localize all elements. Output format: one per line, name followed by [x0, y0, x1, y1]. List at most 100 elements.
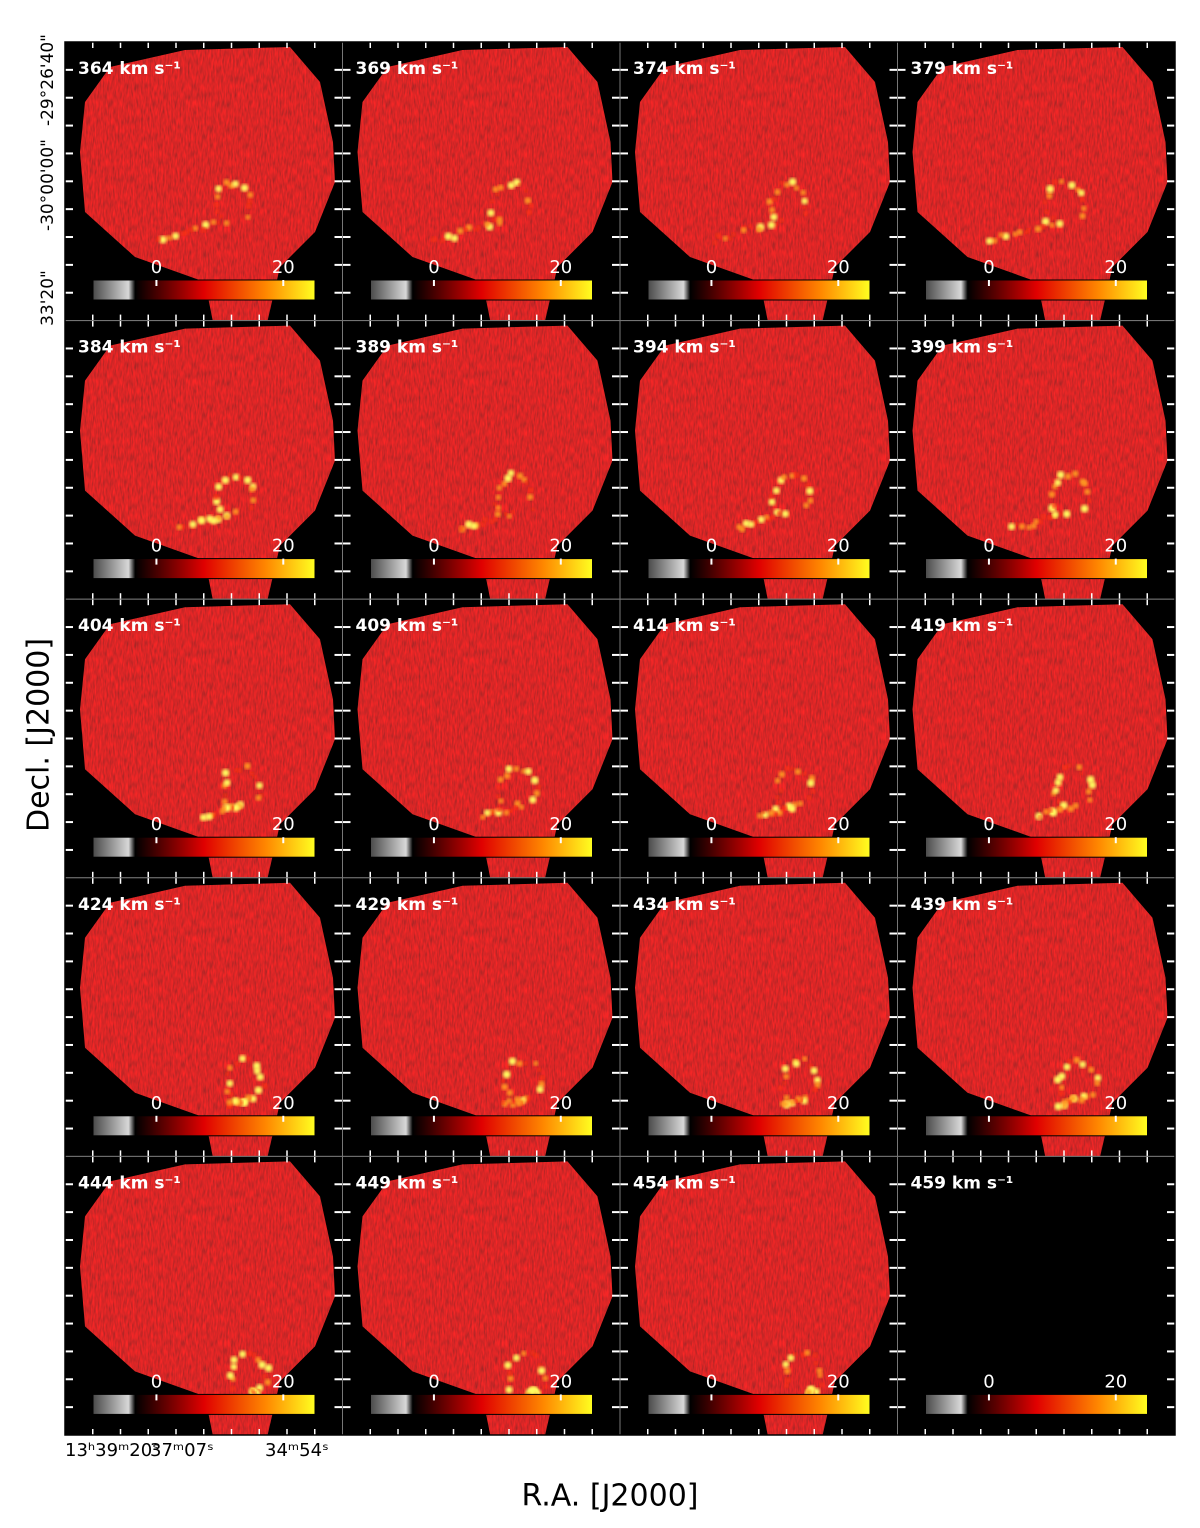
emission-peak [1088, 781, 1097, 789]
emission-map [912, 882, 1168, 1157]
emission-peak [803, 205, 807, 210]
emission-peak [805, 487, 814, 495]
emission-peak [464, 520, 473, 529]
emission-peak [496, 807, 502, 812]
emission-peak [543, 1384, 547, 1389]
emission-peak [255, 794, 262, 801]
emission-peak [537, 1363, 542, 1368]
colorbar-tick-label: 0 [983, 1371, 994, 1392]
channel-label: 414 km s⁻¹ [633, 616, 736, 636]
emission-peak [816, 1367, 823, 1374]
emission-peak [231, 803, 240, 812]
emission-peak [214, 202, 219, 208]
emission-map [357, 47, 613, 321]
emission-peak [503, 772, 511, 780]
emission-peak [1072, 802, 1079, 809]
emission-peak [493, 502, 497, 506]
emission-peak [1049, 222, 1055, 228]
colorbar [925, 279, 1148, 301]
emission-peak [1058, 178, 1065, 185]
emission-peak [256, 782, 263, 789]
emission-peak [505, 1386, 513, 1394]
emission-peak [793, 1352, 797, 1356]
emission-peak [1051, 511, 1059, 518]
colorbar-tick-label: 0 [706, 814, 717, 835]
emission-peak [482, 517, 488, 522]
emission-peak [512, 805, 518, 811]
channel-label: 434 km s⁻¹ [633, 895, 736, 915]
emission-peak [494, 511, 501, 518]
emission-peak [1033, 518, 1039, 525]
emission-peak [228, 472, 232, 477]
emission-map [635, 604, 890, 878]
colorbar-tick-label: 20 [272, 536, 295, 557]
emission-peak [249, 486, 256, 493]
colorbar [370, 279, 593, 301]
emission-peak [507, 1064, 511, 1068]
channel-label: 394 km s⁻¹ [633, 338, 736, 358]
channel-label: 374 km s⁻¹ [633, 59, 736, 79]
channel-panel: 0 20 379 km s⁻¹ [897, 41, 1176, 322]
channel-label: 419 km s⁻¹ [911, 616, 1014, 636]
emission-peak [722, 235, 728, 242]
emission-peak [784, 1383, 789, 1388]
emission-peak [1084, 488, 1091, 495]
emission-peak [803, 211, 808, 216]
emission-map [357, 325, 613, 600]
emission-peak [476, 225, 481, 230]
emission-peak [769, 494, 774, 499]
channel-panel: 0 20 389 km s⁻¹ [342, 320, 621, 600]
emission-peak [1040, 224, 1046, 230]
channel-label: 379 km s⁻¹ [911, 59, 1014, 79]
emission-peak [518, 804, 525, 810]
emission-peak [180, 231, 185, 236]
channel-panel: 0 20 439 km s⁻¹ [897, 877, 1176, 1157]
emission-peak [1034, 225, 1042, 233]
emission-peak [1058, 1072, 1066, 1080]
emission-peak [529, 795, 537, 804]
emission-peak [774, 188, 781, 196]
emission-peak [539, 1075, 545, 1081]
colorbar-tick-label: 0 [428, 1093, 439, 1114]
emission-peak [1007, 523, 1016, 531]
emission-peak [171, 232, 180, 240]
emission-peak [761, 810, 765, 815]
emission-peak [1038, 815, 1042, 819]
colorbar-tick-label: 20 [827, 536, 850, 557]
emission-peak [246, 1351, 252, 1356]
emission-peak [783, 1094, 790, 1101]
emission-peak [775, 795, 779, 799]
emission-peak [819, 1383, 824, 1388]
channel-panel: 0 20 429 km s⁻¹ [342, 877, 621, 1157]
emission-peak [459, 527, 463, 532]
emission-peak [1079, 771, 1083, 775]
emission-peak [772, 805, 780, 813]
emission-peak [530, 776, 539, 785]
emission-peak [230, 1356, 238, 1364]
channel-panel: 0 20 369 km s⁻¹ [342, 41, 621, 322]
emission-peak [237, 768, 242, 773]
emission-peak [777, 800, 781, 805]
emission-peak [503, 809, 510, 816]
emission-peak [201, 227, 207, 233]
emission-map [80, 604, 335, 878]
emission-map [80, 882, 335, 1157]
emission-peak [506, 1097, 513, 1104]
channel-label: 449 km s⁻¹ [356, 1173, 459, 1193]
emission-peak [1002, 232, 1010, 241]
emission-peak [507, 469, 515, 477]
emission-peak [812, 1087, 818, 1092]
emission-peak [501, 1079, 505, 1083]
colorbar-tick-label: 0 [428, 536, 439, 557]
emission-peak [250, 771, 254, 776]
emission-peak [244, 762, 251, 770]
emission-peak [1046, 185, 1055, 194]
emission-peak [226, 1371, 235, 1380]
emission-peak [1047, 515, 1052, 521]
emission-peak [524, 767, 532, 776]
emission-peak [771, 514, 775, 519]
emission-peak [757, 515, 765, 524]
emission-peak [715, 233, 721, 239]
colorbar-tick-label: 20 [549, 1093, 572, 1114]
